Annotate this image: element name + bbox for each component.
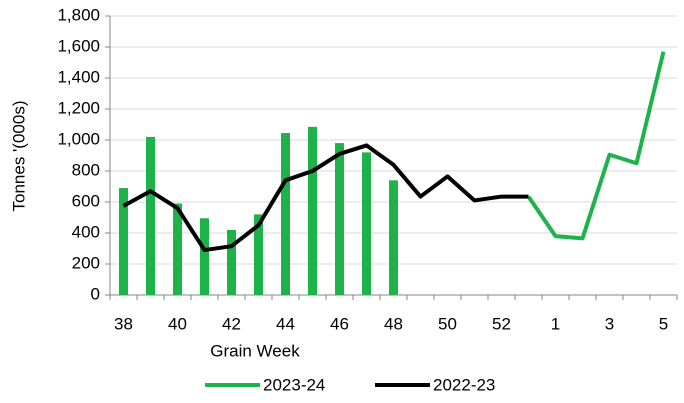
- x-tick-label: 5: [659, 314, 668, 333]
- bar: [146, 136, 155, 295]
- y-tick-label: 600: [72, 191, 100, 210]
- bar: [254, 214, 263, 295]
- bar: [335, 143, 344, 295]
- y-tick-label: 0: [91, 284, 100, 303]
- x-tick-label: 50: [438, 314, 457, 333]
- y-tick-label: 1,200: [57, 98, 100, 117]
- legend-label: 2023-24: [263, 375, 325, 394]
- x-axis-title: Grain Week: [210, 341, 300, 360]
- y-tick-label: 1,600: [57, 36, 100, 55]
- y-axis-title: Tonnes '(000s): [9, 101, 28, 212]
- x-tick-label: 46: [330, 314, 349, 333]
- x-tick-label: 52: [492, 314, 511, 333]
- bar: [389, 180, 398, 295]
- x-tick-label: 48: [384, 314, 403, 333]
- bar: [281, 133, 290, 295]
- x-tick-label: 38: [114, 314, 133, 333]
- y-tick-label: 200: [72, 253, 100, 272]
- x-tick-label: 40: [168, 314, 187, 333]
- bar: [119, 188, 128, 295]
- line: [526, 51, 666, 241]
- x-tick-label: 1: [551, 314, 560, 333]
- x-tick-label: 42: [222, 314, 241, 333]
- bar: [173, 203, 182, 295]
- y-tick-label: 1,400: [57, 67, 100, 86]
- bar: [200, 218, 209, 295]
- bar: [227, 229, 236, 295]
- legend-label: 2022-23: [433, 375, 495, 394]
- x-tick-label: 44: [276, 314, 295, 333]
- y-tick-label: 800: [72, 160, 100, 179]
- y-tick-label: 1,000: [57, 129, 100, 148]
- x-tick-label: 3: [605, 314, 614, 333]
- y-tick-label: 1,800: [57, 5, 100, 24]
- bar: [362, 152, 371, 295]
- bar: [308, 126, 317, 295]
- line: [122, 143, 529, 253]
- y-tick-label: 400: [72, 222, 100, 241]
